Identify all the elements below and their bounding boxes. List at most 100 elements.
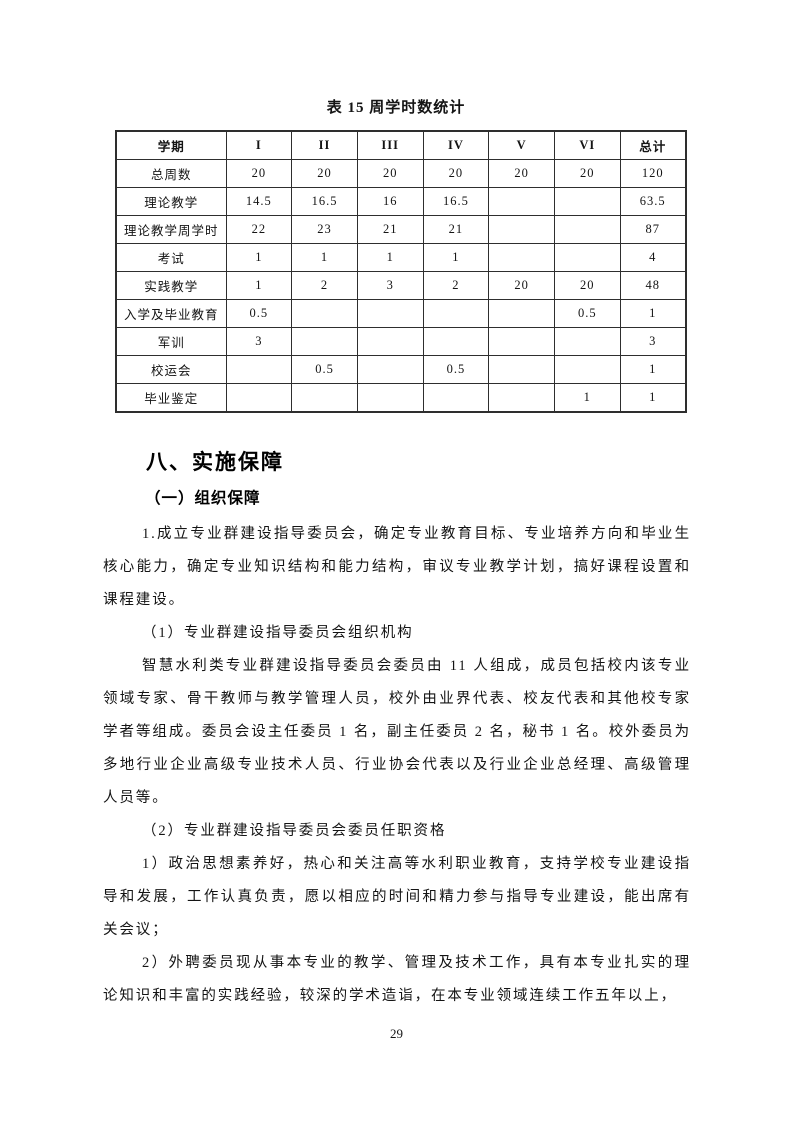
- table-row-label: 理论教学: [115, 187, 227, 216]
- table-cell: 1: [422, 243, 490, 272]
- table-header-cell: II: [291, 130, 358, 160]
- table-cell: 2: [291, 271, 358, 300]
- table-cell: [356, 355, 424, 384]
- table-row-label: 总周数: [115, 159, 227, 188]
- weekly-hours-table: 学期 I II III IV V VI 总计 总周数 20 20 20 20 20 20 120 理论教学 14…: [115, 130, 687, 413]
- table-cell: 23: [291, 215, 358, 244]
- table-cell: 21: [422, 215, 490, 244]
- table-row: 考试 1 1 1 1 4: [115, 243, 687, 272]
- table-cell: [488, 243, 555, 272]
- page-content: 表 15 周学时数统计 学期 I II III IV V VI 总计 总周数 20 20 20 20 2…: [101, 97, 691, 1013]
- table-cell: [488, 215, 555, 244]
- table-cell: 1: [225, 243, 293, 272]
- table-cell: 21: [356, 215, 424, 244]
- table-cell: 1: [619, 383, 687, 413]
- table-cell: [553, 327, 621, 356]
- table-cell: 16.5: [422, 187, 490, 216]
- table-header-row: 学期 I II III IV V VI 总计: [115, 130, 687, 160]
- table-cell: 4: [619, 243, 687, 272]
- table-header-cell: III: [356, 130, 424, 160]
- table-row-label: 入学及毕业教育: [115, 299, 227, 328]
- table-cell: 0.5: [291, 355, 358, 384]
- table-row-label: 考试: [115, 243, 227, 272]
- paragraph: （2）专业群建设指导委员会委员任职资格: [142, 823, 447, 839]
- subsection-heading: （一）组织保障: [145, 490, 261, 507]
- table-cell: [488, 299, 555, 328]
- table-header-cell: 学期: [115, 130, 227, 160]
- table-cell: 2: [422, 271, 490, 300]
- table-cell: 48: [619, 271, 687, 300]
- table-cell: 0.5: [422, 355, 490, 384]
- table-row: 理论教学周学时 22 23 21 21 87: [115, 215, 687, 244]
- table-cell: 1: [553, 383, 621, 413]
- table-row: 总周数 20 20 20 20 20 20 120: [115, 159, 687, 188]
- table-cell: 1: [291, 243, 358, 272]
- paragraph: 2）外聘委员现从事本专业的教学、管理及技术工作，具有本专业扎实的理论知识和丰富的…: [103, 955, 691, 1004]
- table-cell: 3: [356, 271, 424, 300]
- table-row: 校运会 0.5 0.5 1: [115, 355, 687, 384]
- table-cell: [225, 355, 293, 384]
- table-cell: [291, 299, 358, 328]
- table-cell: [422, 299, 490, 328]
- table-row: 毕业鉴定 1 1: [115, 383, 687, 413]
- table-cell: 20: [422, 159, 490, 188]
- table-cell: [488, 355, 555, 384]
- table-cell: [356, 299, 424, 328]
- table-cell: [488, 327, 555, 356]
- table-row-label: 校运会: [115, 355, 227, 384]
- table-caption: 表 15 周学时数统计: [326, 100, 466, 116]
- table-row: 军训 3 3: [115, 327, 687, 356]
- table-cell: [291, 327, 358, 356]
- table-cell: 1: [225, 271, 293, 300]
- table-row-label: 毕业鉴定: [115, 383, 227, 413]
- table-cell: [488, 383, 555, 413]
- table-cell: [553, 215, 621, 244]
- table-header-cell: 总计: [619, 130, 687, 160]
- table-cell: 120: [619, 159, 687, 188]
- table-cell: 16.5: [291, 187, 358, 216]
- table-cell: 20: [291, 159, 358, 188]
- table-cell: 20: [488, 159, 555, 188]
- table-header-cell: IV: [422, 130, 490, 160]
- paragraph: （1）专业群建设指导委员会组织机构: [142, 625, 414, 641]
- table-cell: 20: [553, 271, 621, 300]
- table-cell: [291, 383, 358, 413]
- table-cell: 3: [619, 327, 687, 356]
- table-row-label: 理论教学周学时: [115, 215, 227, 244]
- table-cell: 20: [553, 159, 621, 188]
- table-header-cell: I: [225, 130, 293, 160]
- page-number: 29: [390, 1026, 403, 1041]
- table-cell: 3: [225, 327, 293, 356]
- table-cell: 20: [356, 159, 424, 188]
- table-cell: [356, 327, 424, 356]
- table-cell: [553, 355, 621, 384]
- table-row: 入学及毕业教育 0.5 0.5 1: [115, 299, 687, 328]
- table-cell: [422, 327, 490, 356]
- table-cell: [225, 383, 293, 413]
- table-cell: 14.5: [225, 187, 293, 216]
- table-body: 总周数 20 20 20 20 20 20 120 理论教学 14.5 16.5 16 16.5 63.5…: [115, 159, 687, 413]
- table-cell: 20: [225, 159, 293, 188]
- table-cell: 63.5: [619, 187, 687, 216]
- table-row: 实践教学 1 2 3 2 20 20 48: [115, 271, 687, 300]
- table-header-cell: V: [488, 130, 555, 160]
- table-cell: 1: [356, 243, 424, 272]
- table-header-cell: VI: [553, 130, 621, 160]
- paragraph: 1.成立专业群建设指导委员会，确定专业教育目标、专业培养方向和毕业生核心能力，确…: [103, 526, 691, 608]
- table-cell: [553, 187, 621, 216]
- table-cell: 87: [619, 215, 687, 244]
- table-cell: 1: [619, 299, 687, 328]
- table-cell: [356, 383, 424, 413]
- table-row-label: 军训: [115, 327, 227, 356]
- paragraph: 1）政治思想素养好，热心和关注高等水利职业教育，支持学校专业建设指导和发展，工作…: [103, 856, 691, 938]
- table-cell: 1: [619, 355, 687, 384]
- table-row-label: 实践教学: [115, 271, 227, 300]
- table-cell: [422, 383, 490, 413]
- table-cell: 0.5: [225, 299, 293, 328]
- table-cell: 22: [225, 215, 293, 244]
- table-cell: 16: [356, 187, 424, 216]
- section-heading: 八、实施保障: [146, 451, 284, 474]
- table-cell: [488, 187, 555, 216]
- table-cell: [553, 243, 621, 272]
